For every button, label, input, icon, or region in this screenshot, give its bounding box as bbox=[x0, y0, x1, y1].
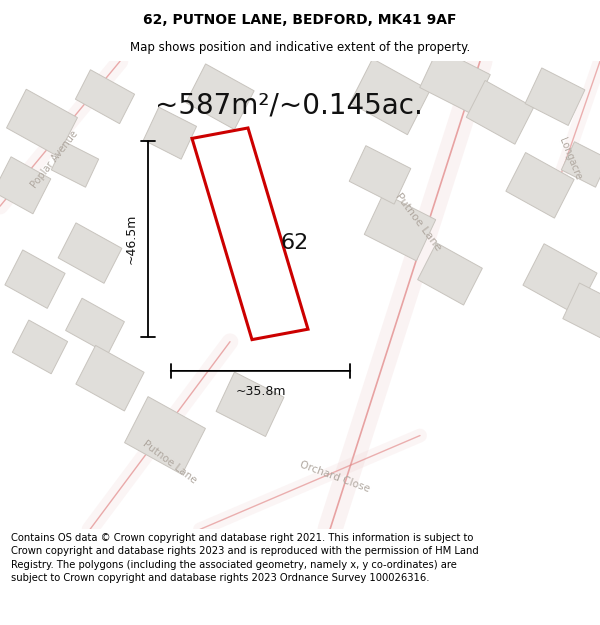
Polygon shape bbox=[13, 320, 68, 374]
Text: ~587m²/~0.145ac.: ~587m²/~0.145ac. bbox=[155, 91, 423, 119]
Polygon shape bbox=[5, 250, 65, 308]
Text: Contains OS data © Crown copyright and database right 2021. This information is : Contains OS data © Crown copyright and d… bbox=[11, 533, 479, 582]
Polygon shape bbox=[506, 152, 574, 218]
Polygon shape bbox=[186, 64, 254, 129]
Text: ~46.5m: ~46.5m bbox=[125, 214, 138, 264]
Polygon shape bbox=[143, 107, 197, 159]
Polygon shape bbox=[563, 283, 600, 338]
Polygon shape bbox=[525, 68, 585, 126]
Polygon shape bbox=[76, 70, 134, 124]
Polygon shape bbox=[52, 142, 98, 188]
Polygon shape bbox=[350, 59, 430, 135]
Polygon shape bbox=[364, 193, 436, 261]
Polygon shape bbox=[466, 81, 533, 144]
Polygon shape bbox=[65, 298, 124, 354]
Polygon shape bbox=[523, 244, 597, 314]
Text: Longacre: Longacre bbox=[557, 137, 583, 182]
Polygon shape bbox=[0, 157, 51, 214]
Text: 62: 62 bbox=[281, 232, 309, 253]
Polygon shape bbox=[58, 223, 122, 283]
Polygon shape bbox=[125, 397, 205, 474]
Polygon shape bbox=[76, 346, 144, 411]
Text: ~35.8m: ~35.8m bbox=[235, 386, 286, 399]
Polygon shape bbox=[349, 146, 411, 204]
Text: 62, PUTNOE LANE, BEDFORD, MK41 9AF: 62, PUTNOE LANE, BEDFORD, MK41 9AF bbox=[143, 13, 457, 27]
Polygon shape bbox=[418, 242, 482, 305]
Text: Poplar Avenue: Poplar Avenue bbox=[29, 129, 80, 190]
Text: Putnoe Lane: Putnoe Lane bbox=[141, 438, 199, 485]
Polygon shape bbox=[420, 48, 490, 114]
Polygon shape bbox=[216, 372, 284, 436]
Text: Putnoe Lane: Putnoe Lane bbox=[393, 191, 443, 253]
Polygon shape bbox=[562, 142, 600, 188]
Polygon shape bbox=[7, 89, 77, 156]
Text: Orchard Close: Orchard Close bbox=[299, 460, 371, 494]
Text: Map shows position and indicative extent of the property.: Map shows position and indicative extent… bbox=[130, 41, 470, 54]
